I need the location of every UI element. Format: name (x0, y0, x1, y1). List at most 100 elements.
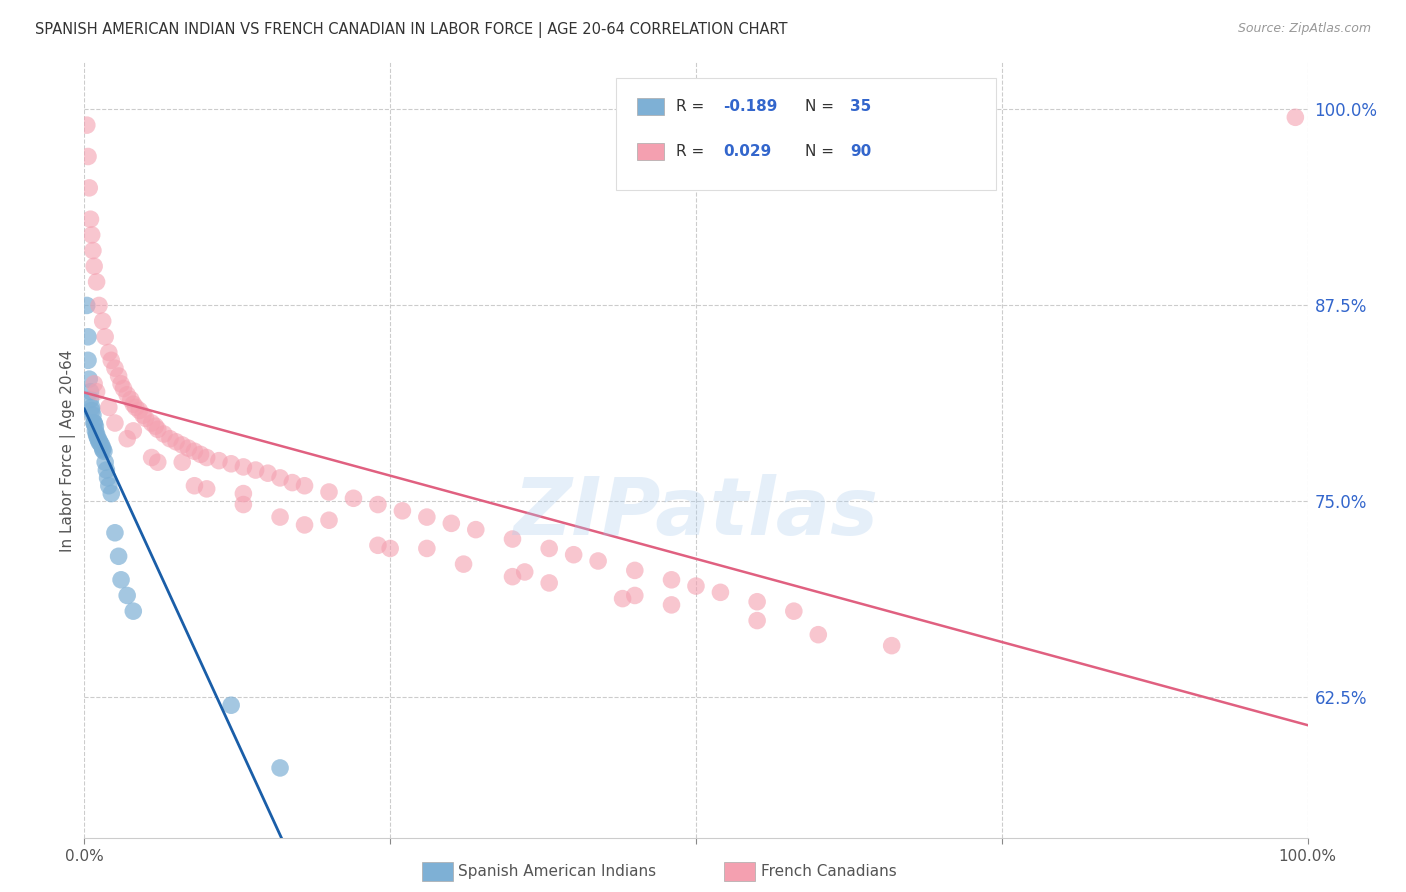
Point (281, 475, 304, 490)
Text: -0.189: -0.189 (723, 99, 778, 114)
Point (77, 330, 100, 344)
Text: 90: 90 (851, 145, 872, 159)
Text: R =: R = (676, 145, 710, 159)
Point (538, 541, 561, 556)
Point (110, 376, 132, 391)
Point (87, 434, 110, 449)
Point (391, 504, 413, 518)
Point (538, 576, 561, 591)
Point (661, 573, 683, 587)
Text: SPANISH AMERICAN INDIAN VS FRENCH CANADIAN IN LABOR FORCE | AGE 20-64 CORRELATIO: SPANISH AMERICAN INDIAN VS FRENCH CANADI… (35, 22, 787, 38)
Point (115, 388, 138, 402)
Point (87, 298, 110, 312)
Point (83, 376, 105, 391)
Point (79, 392, 101, 407)
Point (94, 455, 117, 469)
Point (77, 372, 100, 386)
Point (87, 434, 110, 448)
Point (513, 565, 536, 579)
Point (135, 411, 157, 425)
Point (76, 118, 98, 132)
Point (172, 455, 194, 469)
Point (82, 244, 104, 258)
Point (232, 486, 254, 500)
Point (87, 432, 110, 446)
Point (453, 557, 475, 571)
Point (269, 761, 291, 775)
Point (294, 517, 316, 532)
Point (159, 432, 181, 446)
Point (115, 589, 138, 603)
Point (89, 436, 111, 450)
Y-axis label: In Labor Force | Age 20-64: In Labor Force | Age 20-64 (60, 350, 76, 551)
Point (96, 463, 118, 477)
Point (146, 422, 169, 436)
Point (83, 416, 105, 430)
Point (97, 401, 120, 415)
Point (232, 459, 254, 474)
Point (122, 397, 145, 411)
Point (416, 510, 439, 524)
Point (342, 491, 364, 506)
Point (661, 598, 683, 612)
Point (177, 441, 200, 455)
Point (86, 427, 108, 442)
Point (318, 485, 340, 500)
Point (97, 479, 120, 493)
Point (80, 403, 103, 417)
Point (367, 498, 389, 512)
Point (232, 498, 254, 512)
Point (122, 604, 145, 618)
Point (104, 361, 127, 376)
Point (77, 353, 100, 368)
Point (100, 353, 122, 368)
Point (97, 345, 120, 359)
Point (132, 408, 155, 422)
Point (783, 604, 806, 618)
Text: Source: ZipAtlas.com: Source: ZipAtlas.com (1237, 22, 1371, 36)
Point (84, 419, 107, 434)
Point (269, 510, 291, 524)
Text: N =: N = (804, 99, 839, 114)
Point (115, 432, 138, 446)
Point (120, 392, 142, 407)
Point (1284, 111, 1306, 125)
Point (143, 419, 166, 434)
Point (195, 482, 218, 496)
Point (219, 457, 242, 471)
Point (153, 427, 176, 442)
Text: 0.029: 0.029 (723, 145, 770, 159)
Point (294, 479, 316, 493)
Point (245, 463, 267, 477)
Point (440, 516, 463, 531)
Point (76, 298, 98, 312)
Point (880, 639, 903, 653)
Point (83, 259, 105, 273)
Text: 35: 35 (851, 99, 872, 114)
Point (100, 486, 122, 500)
Point (77, 181, 100, 195)
Point (172, 438, 194, 452)
Point (190, 447, 212, 461)
Bar (637, 98, 664, 115)
Point (747, 614, 769, 628)
Point (141, 450, 163, 465)
Point (416, 541, 439, 556)
Point (93, 444, 115, 458)
Text: Spanish American Indians: Spanish American Indians (458, 864, 657, 879)
Point (104, 416, 127, 430)
Point (128, 403, 150, 417)
Point (104, 525, 127, 540)
Point (84, 424, 107, 438)
Point (219, 698, 242, 713)
Point (77, 149, 100, 163)
Point (367, 538, 389, 552)
Point (83, 416, 105, 430)
Point (125, 401, 148, 415)
Point (318, 513, 340, 527)
Point (141, 416, 163, 430)
Point (562, 548, 585, 562)
Point (464, 523, 486, 537)
Point (624, 589, 647, 603)
Point (380, 541, 402, 556)
